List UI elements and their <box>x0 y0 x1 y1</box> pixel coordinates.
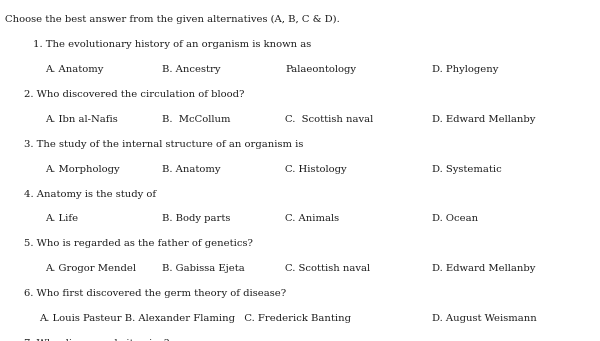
Text: D. Systematic: D. Systematic <box>432 165 502 174</box>
Text: C. Histology: C. Histology <box>285 165 347 174</box>
Text: A. Morphology: A. Morphology <box>45 165 119 174</box>
Text: B. Body parts: B. Body parts <box>162 214 230 223</box>
Text: 5. Who is regarded as the father of genetics?: 5. Who is regarded as the father of gene… <box>24 239 253 248</box>
Text: D. Phylogeny: D. Phylogeny <box>432 65 499 74</box>
Text: B. Anatomy: B. Anatomy <box>162 165 221 174</box>
Text: Palaeontology: Palaeontology <box>285 65 356 74</box>
Text: A. Ibn al-Nafis: A. Ibn al-Nafis <box>45 115 118 124</box>
Text: 6. Who first discovered the germ theory of disease?: 6. Who first discovered the germ theory … <box>24 289 286 298</box>
Text: Choose the best answer from the given alternatives (A, B, C & D).: Choose the best answer from the given al… <box>5 15 340 25</box>
Text: D. Edward Mellanby: D. Edward Mellanby <box>432 115 535 124</box>
Text: B. Ancestry: B. Ancestry <box>162 65 221 74</box>
Text: C. Animals: C. Animals <box>285 214 339 223</box>
Text: 1. The evolutionary history of an organism is known as: 1. The evolutionary history of an organi… <box>33 40 311 49</box>
Text: 3. The study of the internal structure of an organism is: 3. The study of the internal structure o… <box>24 140 304 149</box>
Text: C.  Scottish naval: C. Scottish naval <box>285 115 373 124</box>
Text: A. Louis Pasteur B. Alexander Flaming   C. Frederick Banting: A. Louis Pasteur B. Alexander Flaming C.… <box>39 314 351 323</box>
Text: B. Gabissa Ejeta: B. Gabissa Ejeta <box>162 264 245 273</box>
Text: A. Anatomy: A. Anatomy <box>45 65 103 74</box>
Text: 2. Who discovered the circulation of blood?: 2. Who discovered the circulation of blo… <box>24 90 244 99</box>
Text: B.  McCollum: B. McCollum <box>162 115 230 124</box>
Text: 7. Who discovered vitamins?: 7. Who discovered vitamins? <box>24 339 169 341</box>
Text: A. Grogor Mendel: A. Grogor Mendel <box>45 264 136 273</box>
Text: D. Edward Mellanby: D. Edward Mellanby <box>432 264 535 273</box>
Text: D. Ocean: D. Ocean <box>432 214 478 223</box>
Text: D. August Weismann: D. August Weismann <box>432 314 537 323</box>
Text: C. Scottish naval: C. Scottish naval <box>285 264 370 273</box>
Text: 4. Anatomy is the study of: 4. Anatomy is the study of <box>24 190 156 198</box>
Text: A. Life: A. Life <box>45 214 78 223</box>
